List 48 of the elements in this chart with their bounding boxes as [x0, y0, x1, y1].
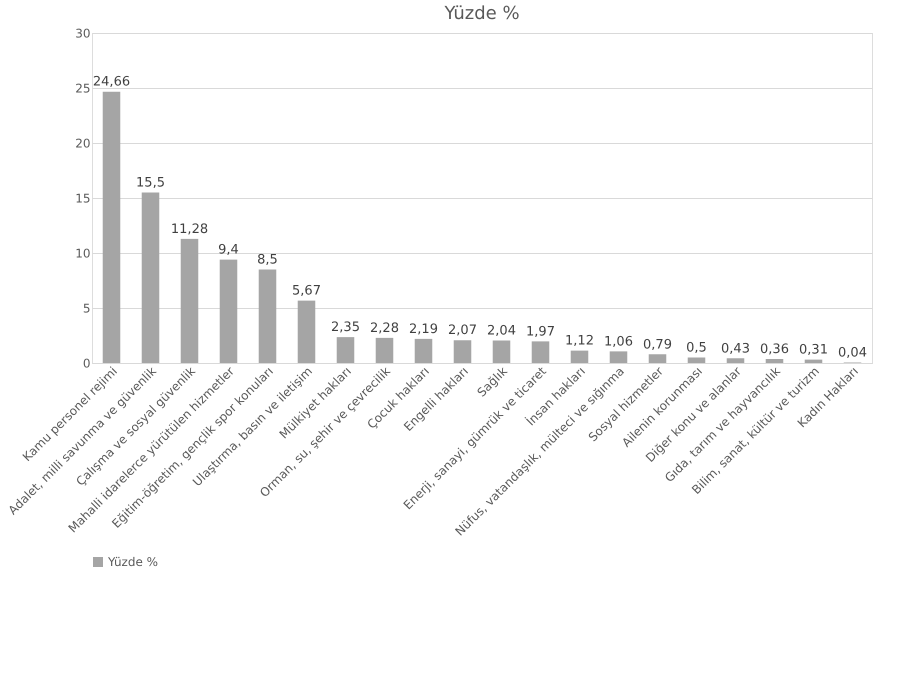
data-label: 0,04 [838, 346, 867, 361]
y-tick-label: 5 [82, 302, 90, 316]
bar [726, 358, 744, 363]
bar [532, 341, 550, 363]
bar [414, 338, 432, 363]
data-label: 2,28 [370, 320, 399, 336]
legend-label: Yüzde % [107, 555, 158, 569]
data-label: 1,97 [526, 324, 555, 340]
data-label: 11,28 [170, 222, 208, 237]
bar [336, 337, 354, 363]
bar [648, 354, 666, 363]
data-label: 2,07 [448, 323, 477, 338]
data-label: 1,12 [565, 334, 594, 349]
data-label: 0,5 [686, 340, 707, 356]
chart-title: Yüzde % [443, 3, 520, 24]
data-label: 1,06 [604, 334, 633, 350]
data-label: 2,04 [487, 324, 516, 339]
y-tick-label: 10 [75, 246, 90, 260]
data-label: 0,31 [799, 342, 828, 358]
bar [142, 192, 160, 363]
bar [492, 340, 510, 363]
bar [610, 351, 628, 363]
data-label: 2,35 [331, 320, 360, 336]
data-label: 15,5 [136, 176, 165, 190]
y-tick-label: 15 [75, 192, 90, 206]
bar [180, 238, 198, 363]
bar [258, 270, 276, 363]
bar [102, 92, 120, 363]
bar [804, 360, 822, 363]
y-tick-label: 30 [75, 26, 90, 40]
data-label: 2,19 [409, 322, 438, 337]
data-label: 0,43 [721, 341, 750, 356]
bar [376, 338, 394, 363]
bar [454, 340, 472, 363]
data-label: 5,67 [292, 284, 321, 299]
data-label: 8,5 [257, 252, 278, 268]
data-label: 0,79 [643, 337, 672, 352]
y-tick-label: 25 [75, 82, 90, 96]
data-label: 9,4 [218, 242, 239, 258]
data-label: 24,66 [92, 74, 130, 90]
bar [688, 358, 706, 363]
bar [220, 260, 238, 363]
y-tick-label: 0 [82, 356, 90, 370]
bar [570, 350, 588, 363]
data-label: 0,36 [760, 342, 789, 358]
y-tick-label: 20 [75, 136, 90, 150]
bar [298, 300, 316, 363]
bar [766, 359, 784, 363]
